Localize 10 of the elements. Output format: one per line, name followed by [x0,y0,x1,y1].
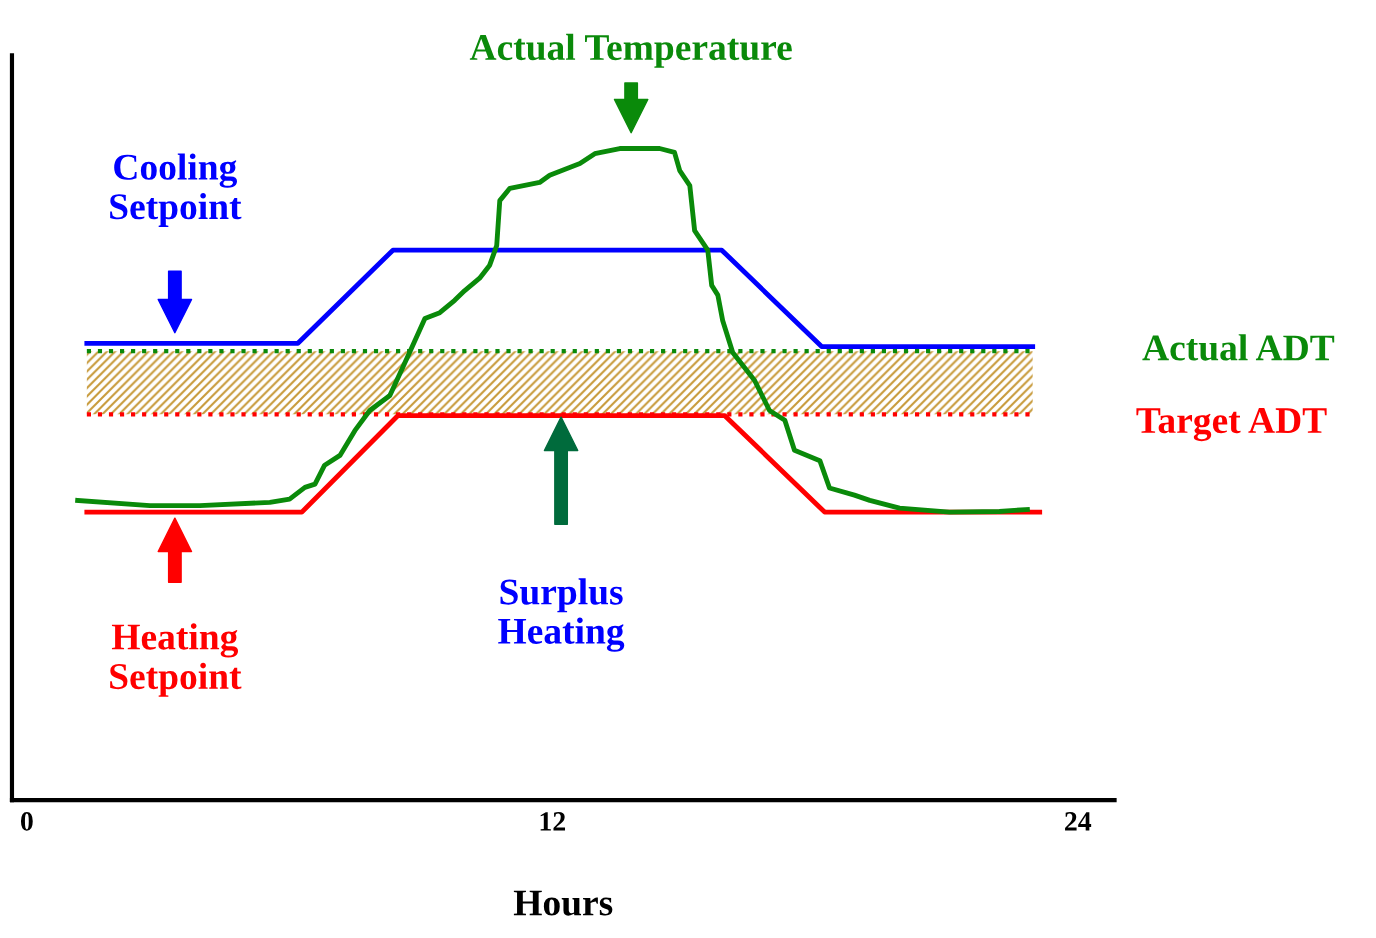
x-tick-label: 24 [1065,812,1092,831]
legend-label: Heating Setpoint [110,623,242,697]
annotation: Surplus Heating [498,578,625,652]
ref-line-label: Target ADT [1136,408,1327,442]
text: Actual Temperature [469,33,792,68]
x-tick-label: 0 [20,812,33,831]
ref-line-label: Actual ADT [1142,334,1335,361]
x-axis-title: Hours [513,890,613,916]
text: Cooling Setpoint [110,153,242,227]
x-tick-label: 12 [540,812,566,831]
